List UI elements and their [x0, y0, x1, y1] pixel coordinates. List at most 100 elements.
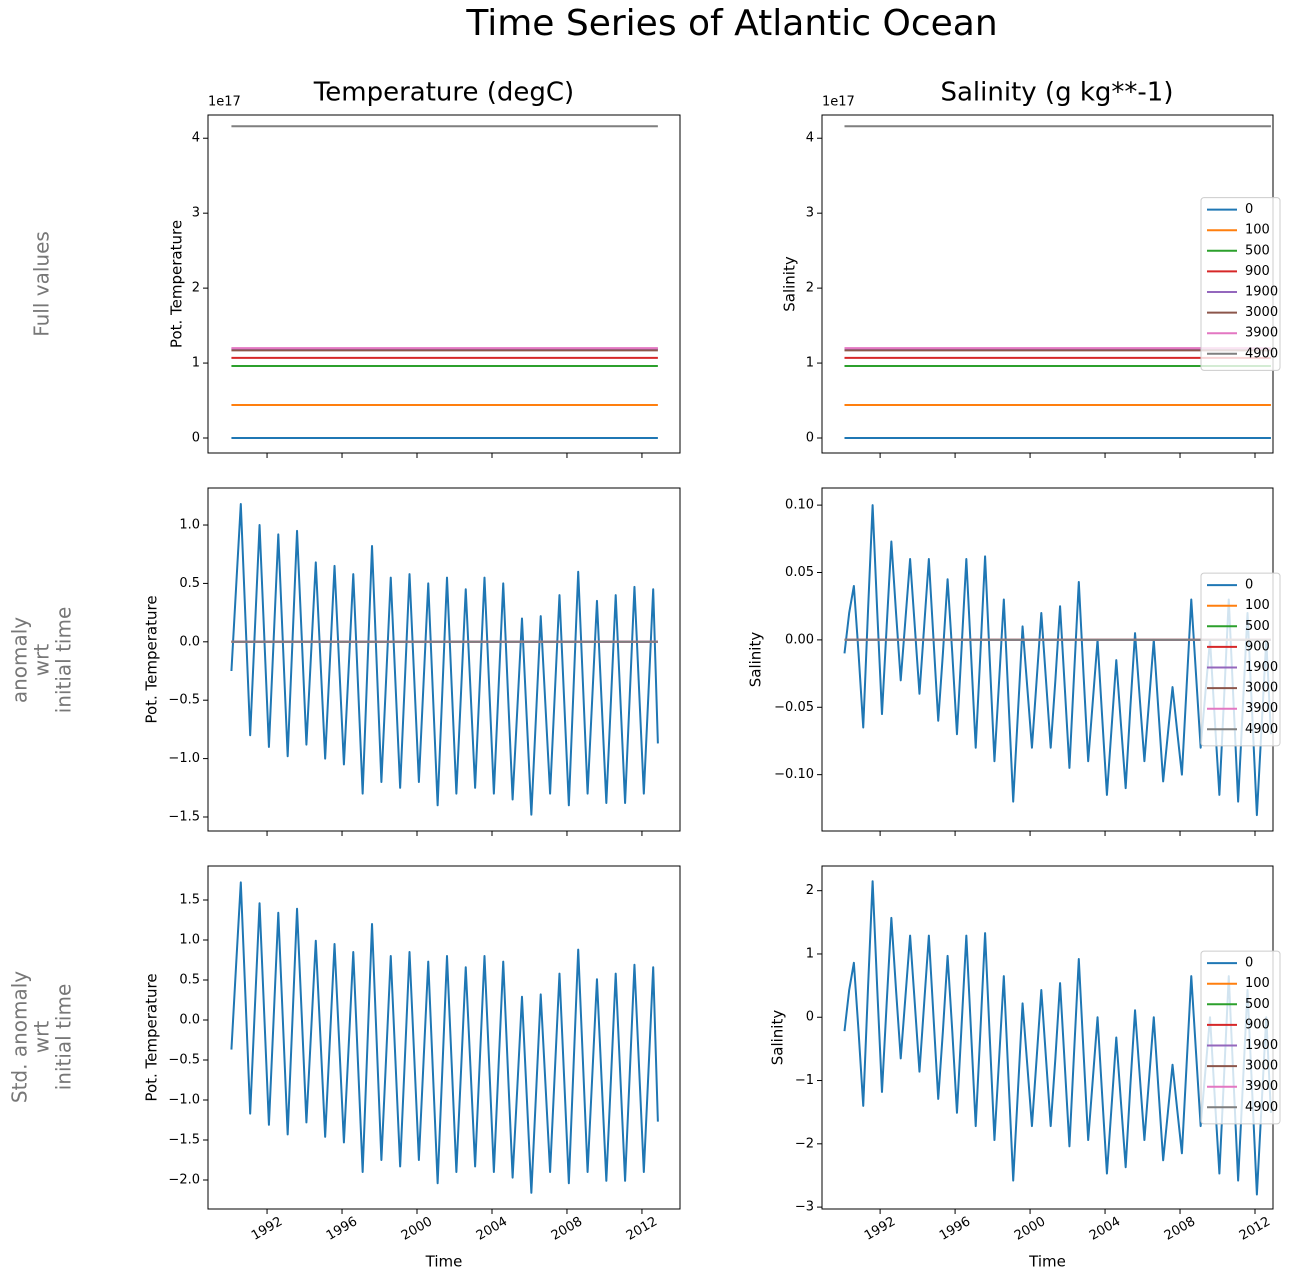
- row-label-line: Std. anomaly: [8, 971, 32, 1103]
- legend-label: 500: [1245, 997, 1270, 1012]
- row-label-line: initial time: [52, 984, 76, 1091]
- y-tick-label: −1.5: [168, 1133, 200, 1148]
- y-tick-label: 0.05: [785, 565, 814, 580]
- y-tick-label: 0.00: [785, 632, 814, 647]
- legend-label: 0: [1245, 956, 1253, 971]
- axes-frame: [207, 114, 681, 454]
- axes-frame: [207, 865, 681, 1210]
- x-axis-label: Time: [1028, 1253, 1066, 1271]
- y-tick-label: 3: [192, 206, 200, 221]
- legend-label: 1900: [1245, 660, 1278, 675]
- x-tick-label: 2012: [624, 1214, 660, 1244]
- y-tick-label: −0.5: [168, 693, 200, 708]
- y-tick-label: 0: [192, 431, 200, 446]
- row-label-line: wrt: [30, 644, 54, 677]
- y-tick-label: 0.5: [179, 576, 200, 591]
- x-tick-label: 2000: [399, 1214, 435, 1244]
- x-tick-label: 2008: [1162, 1214, 1198, 1244]
- y-tick-label: 0.0: [179, 634, 200, 649]
- x-tick-label: 2008: [549, 1214, 585, 1244]
- legend-label: 900: [1245, 264, 1270, 279]
- y-tick-label: 0: [806, 1010, 814, 1025]
- legend-label: 0: [1245, 202, 1253, 217]
- axes-frame: [207, 487, 681, 832]
- row-label-line: Full values: [30, 231, 54, 337]
- column-title: Salinity (g kg**-1): [941, 78, 1174, 108]
- x-tick-label: 1992: [862, 1214, 898, 1244]
- y-tick-label: 1.0: [179, 518, 200, 533]
- series-line: [230, 881, 659, 1194]
- y-axis-label: Pot. Temperature: [143, 973, 161, 1101]
- legend-label: 0: [1245, 578, 1253, 593]
- series-line: [230, 503, 659, 816]
- y-axis-label: Pot. Temperature: [143, 595, 161, 723]
- y-tick-label: 0.5: [179, 973, 200, 988]
- x-tick-label: 1996: [324, 1214, 360, 1244]
- legend-label: 4900: [1245, 1100, 1278, 1115]
- y-tick-label: −1.0: [168, 1093, 200, 1108]
- row-label-line: wrt: [30, 1021, 54, 1054]
- y-tick-label: −1.0: [168, 751, 200, 766]
- y-axis-label: Salinity: [781, 256, 799, 312]
- legend-label: 500: [1245, 619, 1270, 634]
- y-tick-label: 3: [806, 206, 814, 221]
- legend-label: 3900: [1245, 326, 1278, 341]
- y-tick-label: 2: [806, 883, 814, 898]
- y-tick-label: 1: [806, 946, 814, 961]
- x-tick-label: 2004: [474, 1214, 510, 1244]
- legend-box: [1200, 197, 1281, 371]
- y-offset-label: 1e17: [822, 95, 855, 110]
- y-tick-label: 0: [806, 431, 814, 446]
- legend-label: 4900: [1245, 346, 1278, 361]
- legend-label: 900: [1245, 1017, 1270, 1032]
- figure-title: Time Series of Atlantic Ocean: [465, 3, 997, 44]
- y-tick-label: 2: [806, 281, 814, 296]
- legend-label: 3900: [1245, 701, 1278, 716]
- row-label: Full values: [30, 231, 54, 337]
- x-tick-label: 2000: [1012, 1214, 1048, 1244]
- y-tick-label: 1.0: [179, 933, 200, 948]
- y-axis-label: Pot. Temperature: [168, 220, 186, 348]
- legend-box: [1200, 572, 1281, 747]
- y-axis-label: Salinity: [769, 1010, 787, 1066]
- y-tick-label: 0.10: [785, 498, 814, 513]
- legend-label: 3900: [1245, 1079, 1278, 1094]
- y-axis-label: Salinity: [747, 632, 765, 688]
- y-tick-label: −0.10: [774, 767, 814, 782]
- y-offset-label: 1e17: [208, 95, 241, 110]
- y-tick-label: −1: [795, 1073, 814, 1088]
- legend-label: 3000: [1245, 305, 1278, 320]
- legend-label: 100: [1245, 223, 1270, 238]
- legend-label: 3000: [1245, 681, 1278, 696]
- row-label-line: initial time: [52, 607, 76, 714]
- legend-label: 1900: [1245, 285, 1278, 300]
- legend-label: 500: [1245, 243, 1270, 258]
- legend-label: 100: [1245, 598, 1270, 613]
- y-tick-label: 4: [192, 131, 200, 146]
- y-tick-label: −2.0: [168, 1173, 200, 1188]
- y-tick-label: 0.0: [179, 1013, 200, 1028]
- legend-label: 4900: [1245, 722, 1278, 737]
- y-tick-label: −0.5: [168, 1053, 200, 1068]
- x-axis-label: Time: [425, 1253, 463, 1271]
- x-tick-label: 1992: [249, 1214, 285, 1244]
- y-tick-label: −1.5: [168, 809, 200, 824]
- series-line: [843, 880, 1272, 1196]
- y-tick-label: 1.5: [179, 893, 200, 908]
- column-title: Temperature (degC): [313, 78, 574, 108]
- series-line: [843, 504, 1272, 817]
- y-tick-label: 1: [192, 356, 200, 371]
- y-tick-label: 1: [806, 356, 814, 371]
- legend-label: 3000: [1245, 1059, 1278, 1074]
- y-tick-label: 4: [806, 131, 814, 146]
- legend-box: [1200, 950, 1281, 1125]
- y-tick-label: −3: [795, 1200, 814, 1215]
- y-tick-label: −0.05: [774, 700, 814, 715]
- y-tick-label: 2: [192, 281, 200, 296]
- x-tick-label: 2004: [1087, 1214, 1123, 1244]
- legend-label: 100: [1245, 976, 1270, 991]
